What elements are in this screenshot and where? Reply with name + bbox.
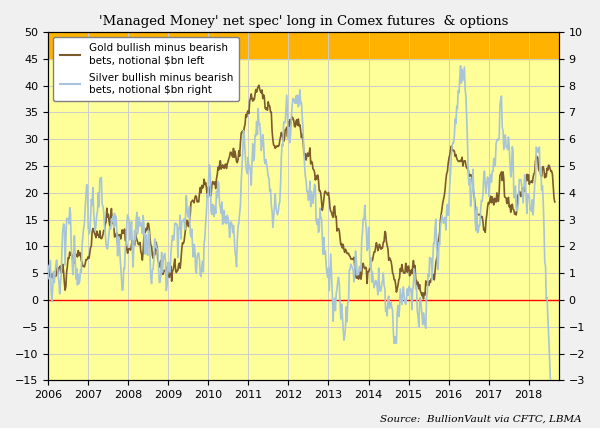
Text: Source:  BullionVault via CFTC, LBMA: Source: BullionVault via CFTC, LBMA [380, 415, 582, 424]
Title: 'Managed Money' net spec' long in Comex futures  & options: 'Managed Money' net spec' long in Comex … [99, 15, 508, 28]
Bar [48, 32, 559, 59]
Legend: Gold bullish minus bearish
bets, notional $bn left, Silver bullish minus bearish: Gold bullish minus bearish bets, notiona… [53, 37, 239, 101]
